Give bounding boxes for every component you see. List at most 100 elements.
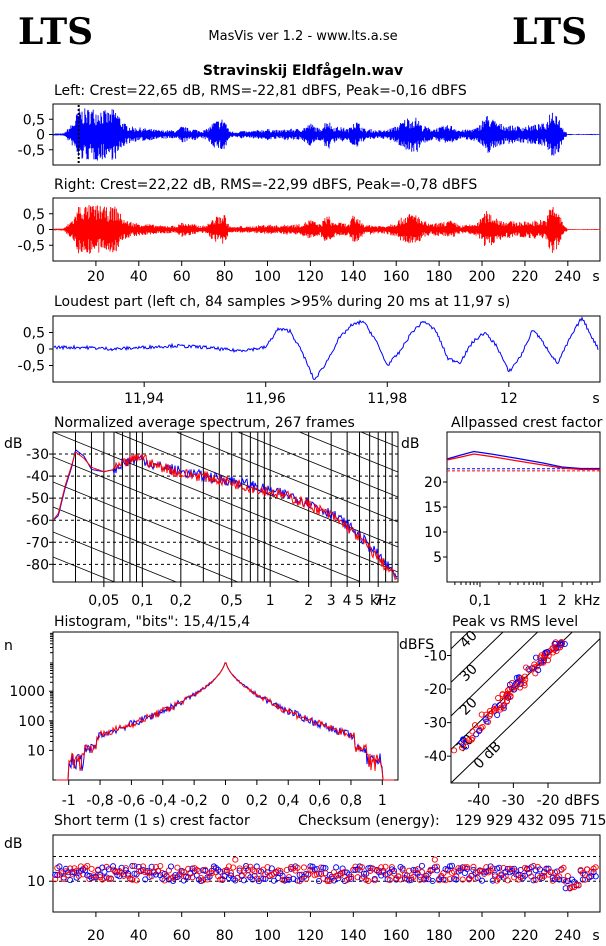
hist-ytick-label: 10 [27, 743, 45, 759]
st-point [56, 863, 63, 870]
pvr-point [451, 747, 458, 754]
st-point [556, 876, 563, 883]
st-point [294, 864, 301, 871]
st-point [564, 872, 571, 880]
pvr-point [549, 645, 556, 652]
allpassed-crest-plot: 20 15 10 5 0,1 1 2 kHz [424, 431, 601, 609]
right-xtick-label: 180 [426, 269, 453, 285]
st-point [318, 864, 325, 871]
st-point [182, 874, 190, 881]
right-ytick-label: -0,5 [18, 238, 45, 254]
st-point [178, 869, 185, 876]
st-point [157, 862, 164, 870]
spec-slope-line [53, 456, 363, 582]
hist-xtick-label: -0,6 [118, 793, 145, 809]
loud-ytick-label: -0,5 [18, 359, 45, 375]
st-point [131, 863, 138, 870]
ap-x-unit: kHz [574, 593, 600, 609]
spec-ytick-label: -70 [26, 535, 49, 551]
pvr-point [462, 738, 469, 745]
pvr-point [522, 676, 529, 683]
spec-slope-line [53, 632, 398, 772]
st-point [446, 876, 453, 883]
st-point [541, 872, 548, 880]
st-point [129, 862, 136, 870]
st-point [133, 877, 140, 884]
spec-ytick-label: -40 [26, 469, 49, 485]
st-point [67, 877, 74, 884]
pvr-point [521, 679, 528, 687]
right-xtick-label: 140 [340, 269, 367, 285]
st-point [140, 863, 147, 870]
pvr-point [499, 697, 506, 704]
loud-xtick-label: 11,96 [246, 391, 286, 407]
st-point [442, 877, 449, 884]
pvr-point [462, 743, 470, 750]
pvr-point [513, 674, 520, 681]
pvr-ytick-label: -10 [424, 648, 447, 664]
pvr-diagonal-label: 30 [457, 661, 481, 685]
ap-xtick-label: 1 [539, 593, 548, 609]
pvr-point [471, 722, 479, 729]
right-xtick-label: 80 [216, 269, 234, 285]
st-point [433, 867, 441, 874]
hist-xtick-label: 0,8 [340, 793, 362, 809]
st-point [105, 875, 112, 882]
st-point [358, 864, 365, 871]
st-point [305, 871, 312, 878]
spec-xtick-label: 2 [304, 593, 313, 609]
st-point [200, 877, 207, 884]
hist-ytick-label: 1000 [9, 684, 45, 700]
st-point [122, 865, 129, 872]
pvr-point [506, 681, 514, 688]
pvr-x-unit: dBFS [564, 793, 599, 809]
st-point [225, 863, 232, 870]
st-point [315, 870, 323, 877]
st-point [427, 866, 434, 873]
pvr-point [503, 698, 510, 705]
right-xtick-label: 200 [469, 269, 496, 285]
st-point [586, 873, 593, 880]
spec-xtick-label: 0,2 [170, 593, 192, 609]
histogram-title: Histogram, "bits": 15,4/15,4 [54, 614, 250, 630]
st-point [418, 862, 426, 869]
st-xtick-label: 40 [130, 928, 148, 944]
st-point [105, 866, 112, 873]
pvr-point [494, 711, 501, 718]
st-point [592, 873, 599, 880]
pvr-ytick-label: -30 [424, 716, 447, 732]
hist-xtick-label: 0,2 [246, 793, 268, 809]
st-point [453, 873, 460, 880]
st-point [88, 865, 95, 872]
st-xtick-label: 100 [254, 928, 281, 944]
spec-xtick-label: 3 [327, 593, 336, 609]
st-point [348, 873, 355, 880]
spec-slope-line [236, 432, 398, 498]
spec-slope-line [53, 657, 398, 797]
ap-ytick-label: 5 [433, 550, 442, 566]
loud-waveform [53, 316, 599, 380]
right-xtick-label: 40 [130, 269, 148, 285]
st-point [232, 856, 239, 863]
st-point [195, 868, 202, 875]
st-point [202, 866, 209, 873]
st-point [174, 864, 181, 871]
pvr-point [538, 652, 545, 659]
pvr-point [465, 736, 473, 744]
left-ytick-label: 0 [36, 128, 45, 144]
pvr-point [482, 716, 489, 723]
pvr-xtick-label: -20 [537, 793, 560, 809]
st-xtick-label: 20 [87, 928, 105, 944]
loud-frame [52, 315, 601, 383]
left-ytick-label: 0,5 [23, 112, 45, 128]
spec-xtick-label: 5 [355, 593, 364, 609]
hist-xtick-label: 0,6 [308, 793, 330, 809]
pvr-diagonal-label: 40 [457, 628, 481, 652]
st-point [521, 872, 528, 879]
right-waveform-plot: 0,50-0,5 20 40 60 80 100 120 140 160 180 200 220 240… [18, 197, 601, 285]
st-point [58, 868, 65, 875]
pvr-point [476, 727, 483, 735]
checksum-value: 129 929 432 095 715 [455, 813, 606, 829]
st-point [251, 868, 258, 875]
